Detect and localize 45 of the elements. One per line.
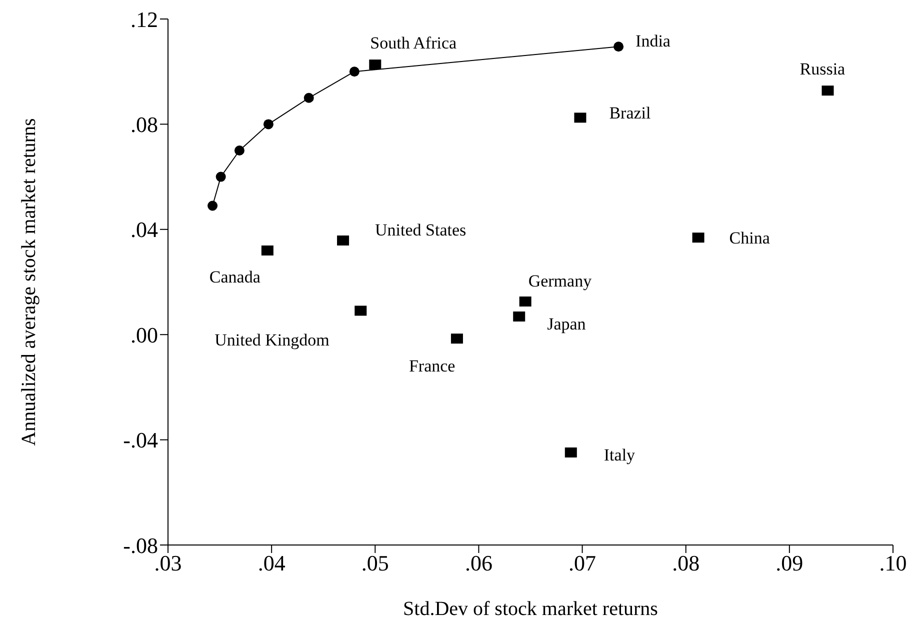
point — [519, 296, 532, 307]
point — [263, 119, 274, 130]
point — [614, 42, 624, 52]
x-axis-title: Std.Dev of stock market returns — [403, 598, 658, 620]
point — [216, 172, 226, 182]
x-tick-label: .09 — [776, 550, 804, 576]
point — [261, 245, 274, 256]
x-tick-label: .10 — [879, 550, 907, 576]
annotation: United Kingdom — [214, 330, 330, 350]
annotation: Italy — [604, 445, 636, 464]
annotation: Brazil — [609, 104, 652, 123]
y-tick-label: -.08 — [123, 532, 158, 558]
point — [692, 232, 704, 243]
point — [513, 312, 526, 322]
point — [354, 306, 367, 316]
point — [337, 236, 350, 246]
y-axis-title: Annualized average stock market returns — [18, 118, 40, 446]
y-tick-label: .12 — [130, 6, 158, 32]
point — [822, 86, 834, 96]
x-tick-label: .05 — [361, 550, 389, 576]
point — [450, 334, 463, 344]
annotation: Japan — [547, 314, 586, 334]
annotation: South Africa — [370, 34, 457, 53]
point — [349, 66, 360, 77]
x-tick-label: .07 — [568, 550, 596, 576]
point — [234, 146, 244, 156]
x-tick-label: .08 — [672, 550, 700, 576]
y-tick-label: .08 — [130, 112, 158, 138]
x-tick-label: .06 — [464, 550, 492, 576]
annotation: United States — [375, 220, 466, 240]
annotation: France — [408, 356, 456, 376]
y-tick-label: -.04 — [123, 428, 158, 453]
x-tick-label: .04 — [258, 550, 286, 576]
annotation: Germany — [528, 272, 592, 291]
point — [574, 112, 586, 123]
annotation: India — [636, 32, 671, 51]
y-tick-label: .00 — [130, 322, 158, 348]
point — [369, 60, 382, 70]
annotation: Russia — [800, 60, 846, 79]
point — [564, 447, 577, 458]
annotation: Canada — [209, 267, 261, 286]
annotation: China — [729, 228, 770, 248]
y-tick-label: .04 — [130, 217, 158, 242]
point — [304, 92, 314, 103]
point — [208, 200, 218, 211]
